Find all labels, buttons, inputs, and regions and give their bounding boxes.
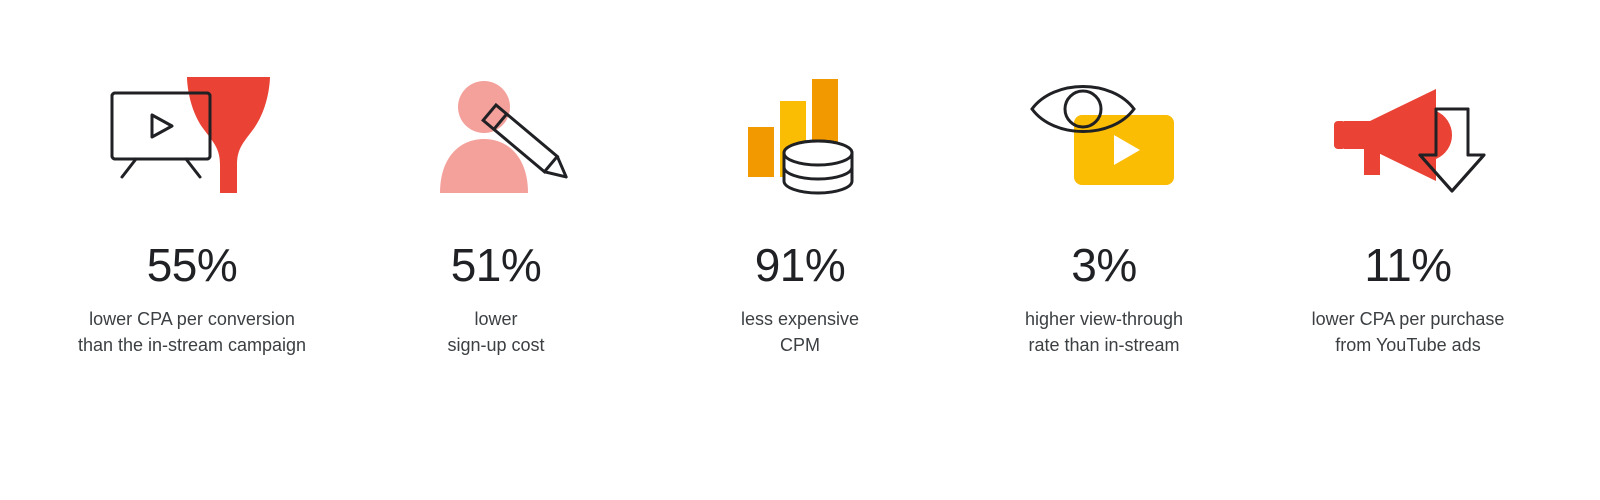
bars-coins-icon <box>690 60 910 210</box>
stat-value: 3% <box>1071 238 1136 292</box>
stats-row: 55% lower CPA per conversion than the in… <box>0 0 1600 500</box>
stat-item-view-through: 3% higher view-through rate than in-stre… <box>954 60 1254 358</box>
stat-desc: higher view-through rate than in-stream <box>1025 306 1183 358</box>
stat-item-signup-cost: 51% lower sign-up cost <box>346 60 646 358</box>
tv-funnel-icon <box>82 60 302 210</box>
stat-item-cpa-purchase: 11% lower CPA per purchase from YouTube … <box>1258 60 1558 358</box>
stat-desc: less expensive CPM <box>741 306 859 358</box>
eye-play-icon <box>994 60 1214 210</box>
stat-item-cpm: 91% less expensive CPM <box>650 60 950 358</box>
stat-value: 55% <box>147 238 238 292</box>
megaphone-arrow-icon <box>1298 60 1518 210</box>
stat-item-cpa-conversion: 55% lower CPA per conversion than the in… <box>42 60 342 358</box>
person-pencil-icon <box>386 60 606 210</box>
stat-desc: lower CPA per purchase from YouTube ads <box>1312 306 1505 358</box>
stat-value: 11% <box>1364 238 1451 292</box>
stat-value: 91% <box>755 238 846 292</box>
stat-desc: lower sign-up cost <box>447 306 544 358</box>
stat-value: 51% <box>451 238 542 292</box>
stat-desc: lower CPA per conversion than the in-str… <box>78 306 306 358</box>
